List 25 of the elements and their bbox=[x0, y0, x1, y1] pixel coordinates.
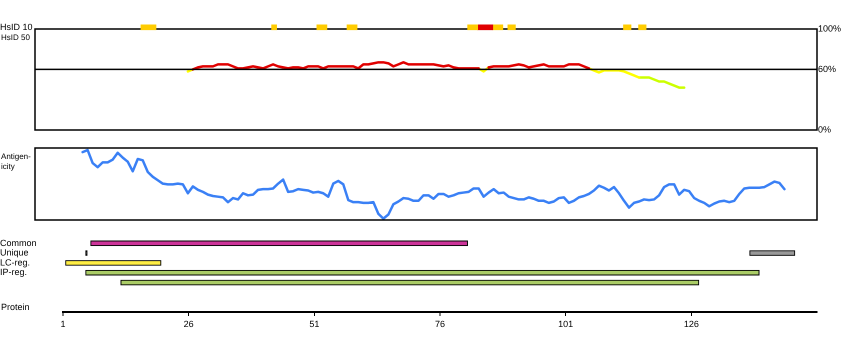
x-tick-label: 1 bbox=[60, 318, 66, 329]
y-tick-label: Unique bbox=[0, 248, 29, 258]
bar bbox=[346, 24, 358, 30]
y-tick-label: IP-reg. bbox=[0, 267, 28, 278]
y-tick-label: Common bbox=[0, 238, 37, 248]
x-tick-label: 51 bbox=[309, 318, 320, 329]
y-tick-label: 100% bbox=[818, 23, 842, 34]
x-tick-label: 76 bbox=[434, 318, 446, 329]
y-axis-title: Antigen- icity bbox=[1, 152, 32, 172]
y-tick-label: 0% bbox=[818, 124, 832, 134]
y-tick-label: HsID 10 bbox=[0, 22, 33, 32]
y-tick-label: LC-reg. bbox=[0, 257, 30, 268]
y-tick-label: 60% bbox=[818, 64, 836, 74]
bar bbox=[467, 24, 478, 30]
bar bbox=[316, 24, 328, 30]
bar bbox=[638, 24, 646, 30]
bar bbox=[623, 24, 632, 30]
x-tick-label: 26 bbox=[184, 318, 194, 329]
y-axis-title: HsID 50 bbox=[1, 33, 30, 42]
x-axis-title: Protein bbox=[1, 302, 30, 312]
bar bbox=[477, 24, 494, 30]
x-tick-label: 101 bbox=[558, 318, 574, 329]
bar bbox=[492, 24, 504, 30]
x-tick-label: 126 bbox=[684, 318, 699, 329]
bar bbox=[508, 24, 516, 30]
